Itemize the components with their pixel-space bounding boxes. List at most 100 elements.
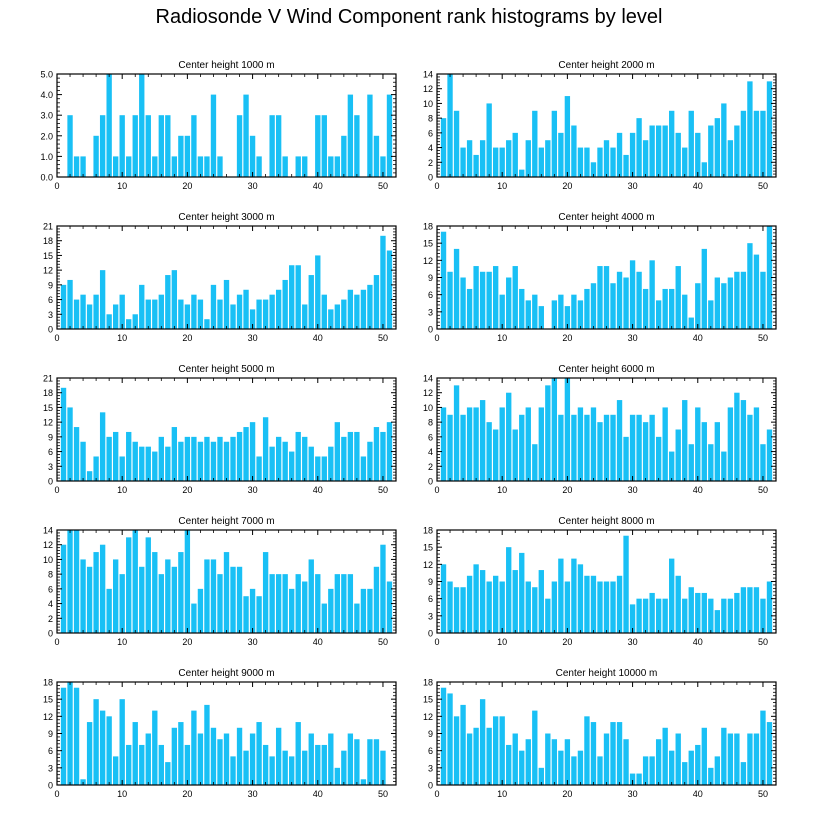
bar [597, 147, 603, 177]
y-tick-label: 21 [43, 222, 53, 232]
bar [721, 598, 727, 633]
bar [636, 271, 642, 329]
bar [577, 407, 584, 481]
bar [197, 588, 204, 633]
bar [145, 446, 151, 481]
bar [760, 444, 766, 481]
x-tick-label: 0 [434, 333, 439, 343]
bar [73, 427, 80, 481]
bar [178, 552, 184, 633]
bar [139, 446, 145, 481]
y-tick-label: 14 [43, 526, 53, 536]
bar [708, 598, 714, 633]
bar [99, 270, 106, 329]
bar [721, 451, 727, 481]
bar [506, 277, 512, 329]
x-tick-label: 30 [248, 333, 258, 343]
bar [93, 552, 99, 633]
bar [447, 693, 453, 785]
bar [132, 314, 138, 329]
x-tick-label: 40 [313, 789, 323, 799]
bar [714, 610, 720, 633]
panel-title: Center height 5000 m [178, 364, 274, 375]
bar [610, 581, 616, 633]
bar [727, 140, 734, 177]
bar [360, 779, 367, 785]
x-tick-label: 10 [497, 789, 507, 799]
y-tick-label: 9 [48, 432, 53, 442]
bar [386, 250, 393, 329]
bar [295, 574, 301, 633]
bar [688, 317, 694, 329]
bar [334, 304, 340, 329]
bar [86, 566, 93, 633]
x-tick-label: 50 [378, 789, 388, 799]
bar [675, 132, 681, 177]
bar [321, 603, 327, 633]
bar [747, 243, 753, 329]
bar [126, 319, 132, 329]
bar [753, 254, 760, 329]
x-tick-label: 50 [378, 485, 388, 495]
bar [217, 436, 223, 481]
bar [727, 733, 734, 785]
y-tick-label: 12 [423, 712, 433, 722]
bar [197, 441, 204, 481]
bar [204, 436, 210, 481]
y-tick-label: 12 [423, 84, 433, 94]
bar [236, 115, 243, 177]
panel-title: Center height 7000 m [178, 516, 274, 527]
bar [152, 552, 158, 633]
y-tick-label: 8 [428, 114, 433, 124]
bar [590, 575, 597, 633]
x-tick-label: 30 [628, 789, 638, 799]
y-tick-label: 6 [428, 290, 433, 300]
bar [714, 277, 720, 329]
bar [551, 300, 558, 329]
bar [603, 733, 610, 785]
y-tick-label: 0 [428, 477, 433, 487]
bar [662, 288, 668, 329]
x-tick-label: 50 [758, 789, 768, 799]
x-tick-label: 20 [562, 333, 572, 343]
bar [178, 441, 184, 481]
page-title: Radiosonde V Wind Component rank histogr… [155, 6, 663, 28]
y-tick-label: 0 [428, 781, 433, 791]
bar [486, 422, 492, 481]
bar [629, 414, 636, 481]
y-tick-label: 4 [428, 447, 433, 457]
histogram-panel-5: Center height 5000 m 0 3 6 9 12 15 18 21 0 10 20 30 4… [43, 364, 397, 495]
bar [184, 436, 191, 481]
bar [519, 750, 525, 785]
bar [479, 271, 486, 329]
bar [126, 156, 132, 177]
y-tick-label: 6 [428, 594, 433, 604]
y-tick-label: 0.0 [40, 173, 53, 183]
bar [727, 598, 734, 633]
bar [506, 744, 512, 785]
y-tick-label: 3 [48, 462, 53, 472]
bar [675, 733, 681, 785]
y-tick-label: 12 [43, 540, 53, 550]
bar [616, 400, 623, 481]
x-tick-label: 50 [378, 637, 388, 647]
bar [152, 451, 158, 481]
bar [217, 739, 223, 785]
y-tick-label: 8 [48, 570, 53, 580]
bar [380, 544, 386, 633]
bar [289, 588, 295, 633]
bar [577, 300, 584, 329]
bar [113, 156, 119, 177]
bar [519, 288, 525, 329]
bar [243, 750, 249, 785]
bar [210, 727, 217, 785]
bar [688, 444, 694, 481]
bar [701, 248, 707, 329]
bar [714, 118, 720, 177]
bar [447, 414, 453, 481]
bar [545, 598, 551, 633]
bar [734, 271, 740, 329]
y-tick-label: 6 [48, 746, 53, 756]
y-tick-label: 15 [423, 239, 433, 249]
bar [152, 710, 158, 785]
